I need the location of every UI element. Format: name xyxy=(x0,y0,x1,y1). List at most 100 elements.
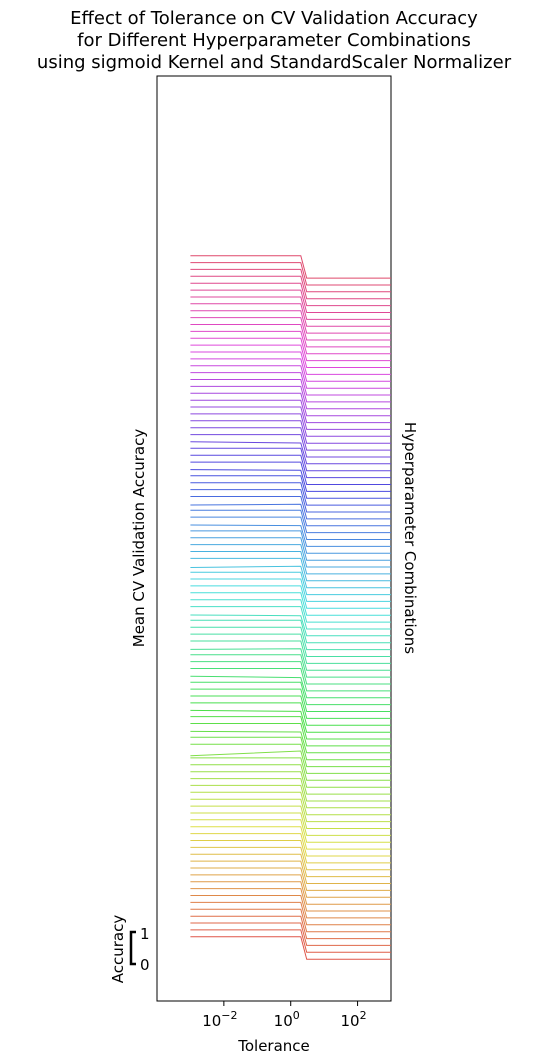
series-line-40 xyxy=(190,668,391,692)
series-line-37 xyxy=(190,688,391,712)
right-axis-label: Hyperparameter Combinations xyxy=(401,422,419,654)
series-line-56 xyxy=(190,557,391,582)
series-line-98 xyxy=(190,268,391,293)
series-line-46 xyxy=(190,626,391,651)
series-line-9 xyxy=(190,881,391,905)
scale-bar-bracket xyxy=(129,930,136,966)
series-line-19 xyxy=(190,812,391,836)
series-line-66 xyxy=(190,489,391,513)
series-layer xyxy=(190,255,391,960)
series-line-34 xyxy=(190,709,391,733)
series-line-59 xyxy=(190,537,391,561)
series-line-3 xyxy=(190,922,391,946)
series-line-90 xyxy=(190,324,391,348)
y-axis-label: Mean CV Validation Accuracy xyxy=(130,429,148,648)
series-line-95 xyxy=(190,289,391,313)
accuracy-scale-bar: 1 0 Accuracy xyxy=(109,915,150,984)
series-line-71 xyxy=(190,454,391,479)
series-line-54 xyxy=(190,571,391,596)
x-axis-ticks: 10−2 100 102 xyxy=(202,1001,367,1030)
series-line-44 xyxy=(190,640,391,664)
series-line-22 xyxy=(190,791,391,816)
series-line-88 xyxy=(190,337,391,362)
plot-frame xyxy=(156,75,392,1002)
series-line-41 xyxy=(190,661,391,685)
series-line-100 xyxy=(190,255,391,279)
series-line-78 xyxy=(190,406,391,430)
series-line-50 xyxy=(190,599,391,623)
series-line-87 xyxy=(190,344,391,368)
series-line-33 xyxy=(190,716,391,740)
chart-title-line-1: Effect of Tolerance on CV Validation Acc… xyxy=(70,8,478,29)
series-line-62 xyxy=(190,516,391,540)
series-line-76 xyxy=(190,420,391,444)
series-line-25 xyxy=(190,771,391,795)
series-line-58 xyxy=(190,544,391,568)
series-line-6 xyxy=(190,901,391,926)
series-line-48 xyxy=(190,614,391,637)
series-line-92 xyxy=(190,310,391,334)
series-line-14 xyxy=(190,846,391,871)
series-line-21 xyxy=(190,798,391,823)
series-line-75 xyxy=(190,427,391,451)
series-line-7 xyxy=(190,895,391,919)
chart-title-line-2: for Different Hyperparameter Combination… xyxy=(77,30,471,51)
series-line-67 xyxy=(190,482,391,506)
series-line-24 xyxy=(190,778,391,802)
x-tick-label-1: 10−2 xyxy=(202,1009,237,1030)
series-line-55 xyxy=(190,565,391,589)
series-line-31 xyxy=(190,730,391,754)
series-line-82 xyxy=(190,379,391,403)
series-line-27 xyxy=(190,757,391,781)
series-line-96 xyxy=(190,282,391,307)
series-line-80 xyxy=(190,392,391,417)
series-line-10 xyxy=(190,874,391,898)
scale-bar-label: Accuracy xyxy=(109,915,127,984)
series-line-64 xyxy=(190,503,391,527)
series-line-51 xyxy=(190,592,391,616)
series-line-53 xyxy=(190,578,391,602)
series-line-94 xyxy=(190,296,391,320)
series-line-57 xyxy=(190,551,391,575)
series-line-15 xyxy=(190,840,391,864)
series-line-70 xyxy=(190,461,391,485)
series-line-79 xyxy=(190,399,391,424)
series-line-45 xyxy=(190,633,391,657)
chart-title-line-3: using sigmoid Kernel and StandardScaler … xyxy=(37,52,512,73)
series-line-85 xyxy=(190,358,391,382)
series-line-60 xyxy=(190,530,391,554)
series-line-11 xyxy=(190,867,391,891)
series-line-43 xyxy=(190,648,391,671)
series-line-29 xyxy=(190,743,391,768)
series-line-30 xyxy=(190,736,391,761)
series-line-52 xyxy=(190,585,391,609)
series-line-63 xyxy=(190,509,391,534)
series-line-12 xyxy=(190,860,391,884)
series-line-93 xyxy=(190,303,391,327)
series-line-35 xyxy=(190,702,391,726)
x-axis-label: Tolerance xyxy=(237,1037,310,1055)
series-line-47 xyxy=(190,619,391,644)
series-line-42 xyxy=(190,654,391,678)
series-line-81 xyxy=(190,385,391,410)
series-line-49 xyxy=(190,606,391,630)
series-line-61 xyxy=(190,524,391,547)
series-line-17 xyxy=(190,826,391,850)
series-line-38 xyxy=(190,681,391,706)
series-line-86 xyxy=(190,351,391,375)
series-line-69 xyxy=(190,469,391,492)
series-line-28 xyxy=(190,750,391,774)
x-tick-label-2: 100 xyxy=(274,1009,300,1030)
series-line-73 xyxy=(190,441,391,465)
x-tick-label-3: 102 xyxy=(341,1009,367,1030)
series-line-72 xyxy=(190,447,391,472)
series-line-8 xyxy=(190,888,391,912)
series-line-4 xyxy=(190,915,391,940)
series-line-20 xyxy=(190,805,391,829)
series-line-84 xyxy=(190,365,391,389)
series-line-68 xyxy=(190,475,391,499)
series-line-26 xyxy=(190,764,391,788)
series-line-65 xyxy=(190,496,391,520)
series-line-91 xyxy=(190,317,391,341)
